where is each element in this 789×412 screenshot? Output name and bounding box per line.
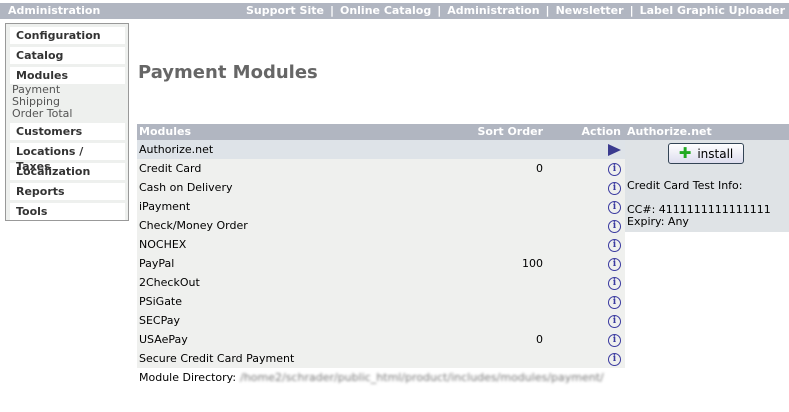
table-row[interactable]: Check/Money Order i [137, 216, 625, 235]
install-label: install [697, 147, 734, 161]
sidebar-subitem-order-total[interactable]: Order Total [12, 107, 73, 120]
sort-order: 100 [522, 257, 543, 270]
test-info-title: Credit Card Test Info: [627, 179, 743, 192]
info-icon[interactable]: i [608, 200, 621, 214]
plus-icon: ✚ [678, 144, 692, 162]
table-row[interactable]: Secure Credit Card Payment i [137, 349, 625, 368]
module-name: iPayment [139, 200, 191, 213]
selected-arrow-icon [608, 144, 621, 156]
top-link-administration[interactable]: Administration [447, 4, 540, 17]
panel-title: Authorize.net [625, 124, 789, 140]
module-name: Credit Card [139, 162, 202, 175]
test-expiry: Expiry: Any [627, 215, 689, 228]
header-action: Action [581, 125, 621, 138]
module-name: PayPal [139, 257, 175, 270]
top-links: Support Site | Online Catalog | Administrati… [246, 3, 785, 19]
page-title: Payment Modules [138, 62, 318, 83]
table-row[interactable]: Credit Card 0 i [137, 159, 625, 178]
module-directory-label: Module Directory: [139, 371, 237, 384]
info-icon[interactable]: i [608, 162, 621, 176]
sidebar-item-localization[interactable]: Localization [10, 163, 125, 180]
module-name: Authorize.net [139, 143, 214, 156]
link-separator: | [329, 4, 334, 17]
sidebar-item-tools[interactable]: Tools [10, 203, 125, 220]
test-cc: CC#: 4111111111111111 [627, 203, 771, 216]
install-button[interactable]: ✚ install [668, 143, 744, 164]
table-row[interactable]: Authorize.net [137, 140, 625, 159]
top-link-online-catalog[interactable]: Online Catalog [339, 4, 432, 17]
module-info-panel: Authorize.net ✚ install Credit Card Test … [625, 124, 789, 232]
module-name: SECPay [139, 314, 181, 327]
info-icon[interactable]: i [608, 352, 621, 366]
top-link-support-site[interactable]: Support Site [245, 4, 324, 17]
module-directory-path: /home2/schrader/public_html/product/incl… [240, 371, 604, 384]
info-icon[interactable]: i [608, 295, 621, 309]
header-sort-order: Sort Order [477, 125, 543, 138]
table-row[interactable]: PayPal 100 i [137, 254, 625, 273]
sidebar-item-configuration[interactable]: Configuration [10, 27, 125, 44]
module-directory: Module Directory:/home2/schrader/public_… [139, 371, 604, 384]
table-row[interactable]: SECPay i [137, 311, 625, 330]
table-row[interactable]: 2CheckOut i [137, 273, 625, 292]
modules-table: Modules Sort Order Action Authorize.net C… [137, 124, 625, 368]
table-row[interactable]: PSiGate i [137, 292, 625, 311]
header-modules: Modules [139, 125, 191, 138]
sidebar-item-catalog[interactable]: Catalog [10, 47, 125, 64]
module-name: Cash on Delivery [139, 181, 233, 194]
table-row[interactable]: NOCHEX i [137, 235, 625, 254]
info-icon[interactable]: i [608, 219, 621, 233]
top-link-label-graphic-uploader[interactable]: Label Graphic Uploader [639, 4, 785, 17]
sidebar-subitem-payment[interactable]: Payment [12, 83, 61, 96]
sidebar-subitem-shipping[interactable]: Shipping [12, 95, 60, 108]
info-icon[interactable]: i [608, 238, 621, 252]
sidebar-item-modules[interactable]: Modules [10, 67, 125, 84]
module-name: Secure Credit Card Payment [139, 352, 295, 365]
top-bar: Administration Support Site | Online Catal… [0, 3, 789, 19]
module-name: 2CheckOut [139, 276, 200, 289]
top-link-newsletter[interactable]: Newsletter [555, 4, 624, 17]
admin-title: Administration [8, 4, 101, 17]
module-name: NOCHEX [139, 238, 187, 251]
module-name: USAePay [139, 333, 188, 346]
sidebar-item-customers[interactable]: Customers [10, 123, 125, 140]
info-icon[interactable]: i [608, 314, 621, 328]
link-separator: | [545, 4, 550, 17]
sidebar-item-reports[interactable]: Reports [10, 183, 125, 200]
module-name: PSiGate [139, 295, 183, 308]
info-icon[interactable]: i [608, 181, 621, 195]
sidebar: Configuration Catalog Modules Payment Shippi… [5, 23, 129, 221]
table-header: Modules Sort Order Action [137, 124, 625, 140]
sort-order: 0 [536, 162, 543, 175]
sidebar-item-locations-taxes[interactable]: Locations / Taxes [10, 143, 125, 173]
table-row[interactable]: iPayment i [137, 197, 625, 216]
info-icon[interactable]: i [608, 333, 621, 347]
table-row[interactable]: USAePay 0 i [137, 330, 625, 349]
table-row[interactable]: Cash on Delivery i [137, 178, 625, 197]
link-separator: | [437, 4, 442, 17]
test-info: Credit Card Test Info: CC#: 411111111111… [627, 180, 771, 228]
module-name: Check/Money Order [139, 219, 248, 232]
info-icon[interactable]: i [608, 276, 621, 290]
sort-order: 0 [536, 333, 543, 346]
info-icon[interactable]: i [608, 257, 621, 271]
link-separator: | [629, 4, 634, 17]
